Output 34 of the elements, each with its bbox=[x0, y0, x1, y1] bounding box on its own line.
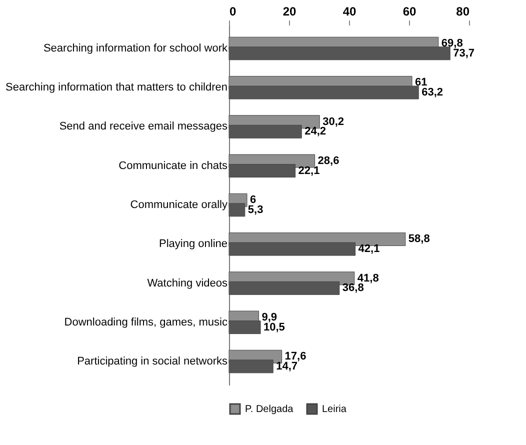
data-label: 69,8 bbox=[441, 38, 463, 50]
y-tick-label: Participating in social networks bbox=[77, 356, 228, 368]
y-tick-label: Searching information for school work bbox=[43, 42, 228, 54]
data-label: 17,6 bbox=[284, 350, 306, 363]
y-tick-label: Communicate in chats bbox=[118, 160, 228, 172]
y-tick-label: Communicate orally bbox=[130, 199, 228, 211]
y-tick-label: Watching videos bbox=[147, 277, 228, 290]
data-label: 42,1 bbox=[358, 243, 380, 256]
data-label: 61 bbox=[415, 76, 428, 89]
data-label: 30,2 bbox=[322, 116, 344, 128]
data-label: 36,8 bbox=[342, 282, 364, 294]
y-tick-label: Send and receive email messages bbox=[59, 120, 228, 133]
data-label: 22,1 bbox=[298, 164, 320, 177]
x-tick-label: 20 bbox=[282, 4, 296, 18]
data-label: 28,6 bbox=[318, 154, 340, 167]
legend-label: Leiria bbox=[322, 404, 347, 415]
data-label: 73,7 bbox=[453, 47, 475, 60]
x-tick-label: 40 bbox=[342, 4, 356, 18]
data-label: 63,2 bbox=[422, 86, 444, 98]
data-label: 41,8 bbox=[357, 272, 379, 284]
data-label: 9,9 bbox=[262, 312, 277, 324]
data-label: 58,8 bbox=[408, 233, 430, 246]
x-tick-label: 80 bbox=[456, 4, 470, 18]
data-label: 6 bbox=[250, 194, 256, 206]
x-tick-label: 0 bbox=[230, 4, 236, 18]
legend-label: P. Delgada bbox=[245, 404, 294, 415]
data-label: 14,7 bbox=[276, 360, 298, 372]
data-label: 24,2 bbox=[304, 126, 326, 138]
y-tick-label: Playing online bbox=[159, 238, 228, 250]
y-tick-label: Searching information that matters to children bbox=[6, 82, 228, 94]
data-label: 10,5 bbox=[264, 321, 285, 334]
x-tick-label: 60 bbox=[402, 4, 416, 18]
data-label: 5,3 bbox=[248, 204, 264, 216]
y-tick-label: Downloading films, games, music bbox=[64, 316, 228, 328]
